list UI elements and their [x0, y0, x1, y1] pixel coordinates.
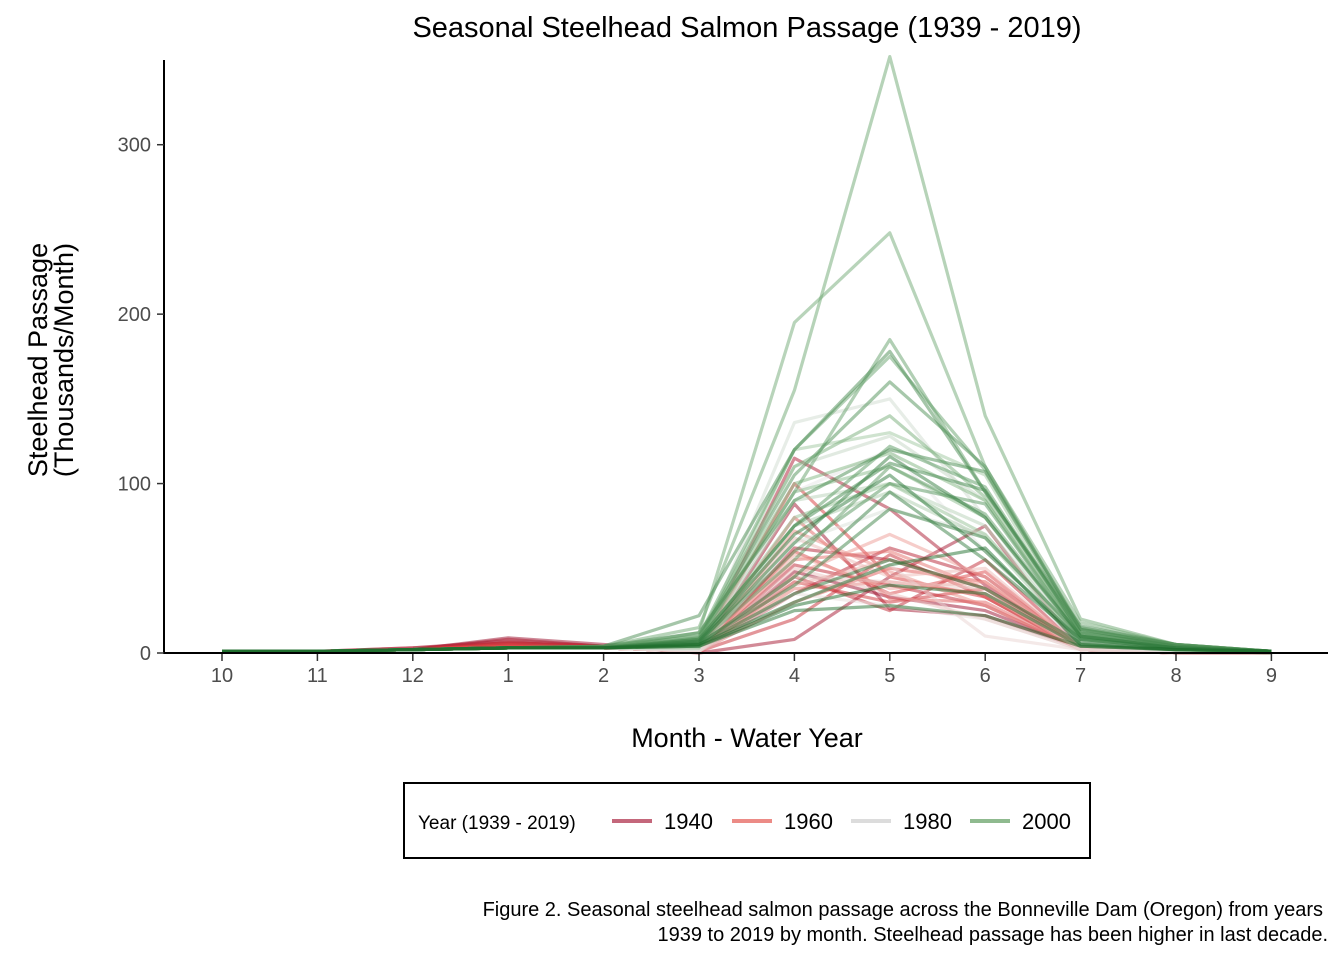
y-axis: 0 100 200 300 [118, 60, 165, 665]
x-axis: 10 11 12 1 2 3 4 5 6 7 8 9 [164, 652, 1328, 687]
x-tick-label: 5 [884, 665, 895, 687]
x-tick-label: 2 [598, 665, 609, 687]
caption: Figure 2. Seasonal steelhead salmon pass… [483, 899, 1328, 946]
x-tick-label: 10 [211, 665, 233, 687]
y-axis-title: Steelhead Passage (Thousands/Month) [23, 243, 79, 477]
series-line-2019 [222, 583, 1272, 653]
y-tick-label: 0 [140, 643, 151, 665]
legend-entries: 1940 1960 1980 2000 [612, 809, 1071, 834]
x-ticks: 10 11 12 1 2 3 4 5 6 7 8 9 [211, 654, 1277, 687]
x-tick-label: 7 [1075, 665, 1086, 687]
caption-line2: 1939 to 2019 by month. Steelhead passage… [658, 924, 1329, 946]
y-ticks: 0 100 200 300 [118, 135, 164, 665]
y-tick-label: 200 [118, 304, 151, 326]
x-tick-label: 3 [693, 665, 704, 687]
x-tick-label: 6 [980, 665, 991, 687]
y-axis-title-line2: (Thousands/Month) [49, 243, 79, 477]
x-tick-label: 8 [1170, 665, 1181, 687]
x-axis-title: Month - Water Year [631, 723, 863, 753]
series-layer [222, 54, 1272, 655]
x-tick-label: 11 [307, 665, 328, 687]
x-tick-label: 9 [1266, 665, 1277, 687]
legend-label-1960: 1960 [784, 809, 833, 834]
legend-label-1940: 1940 [664, 809, 713, 834]
y-tick-label: 100 [118, 474, 151, 496]
chart-title: Seasonal Steelhead Salmon Passage (1939 … [412, 12, 1081, 44]
y-tick-label: 300 [118, 135, 151, 157]
x-tick-label: 12 [402, 665, 424, 687]
legend-label-1980: 1980 [903, 809, 952, 834]
y-axis-title-line1: Steelhead Passage [23, 243, 53, 477]
x-tick-label: 4 [789, 665, 800, 687]
caption-line1: Figure 2. Seasonal steelhead salmon pass… [483, 899, 1323, 921]
legend-label-2000: 2000 [1022, 809, 1071, 834]
x-tick-label: 1 [503, 665, 514, 687]
legend-title: Year (1939 - 2019) [418, 813, 576, 834]
legend: Year (1939 - 2019) 1940 1960 1980 2000 [403, 782, 1091, 859]
